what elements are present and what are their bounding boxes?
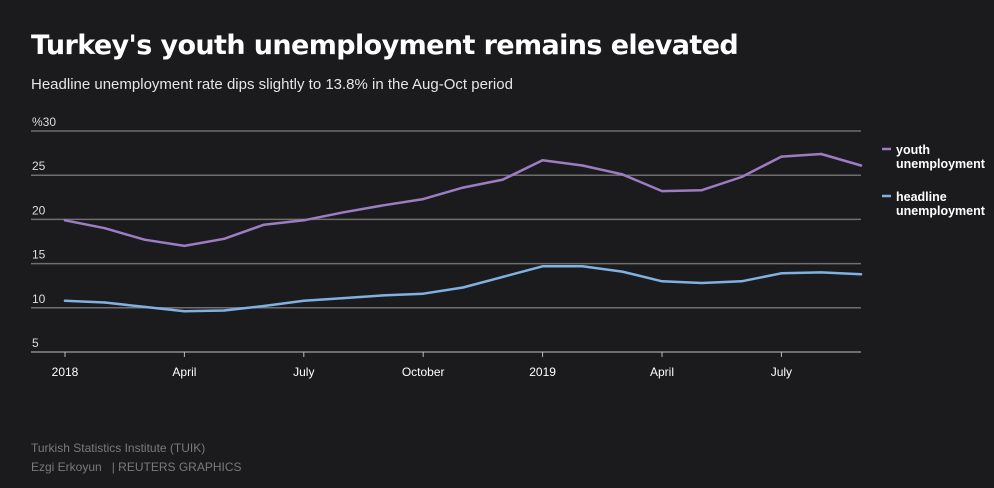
y-tick-label: 10 xyxy=(32,292,46,306)
chart-title: Turkey's youth unemployment remains elev… xyxy=(31,30,739,61)
data-point xyxy=(700,281,703,285)
data-point xyxy=(143,305,146,309)
data-point xyxy=(581,265,584,268)
data-point xyxy=(103,227,107,230)
data-point xyxy=(660,189,664,193)
data-point xyxy=(63,299,67,302)
data-point xyxy=(183,310,186,313)
data-point xyxy=(501,178,504,181)
data-point xyxy=(103,301,107,304)
agency-credit: | REUTERS GRAPHICS xyxy=(111,460,242,474)
x-tick-label: 2019 xyxy=(529,365,556,379)
y-tick-label: 15 xyxy=(32,248,46,262)
series-line-youth xyxy=(63,152,863,248)
x-tick-label: October xyxy=(402,365,445,379)
y-tick-label: 25 xyxy=(32,159,46,173)
y-tick-label: %30 xyxy=(32,115,56,129)
data-point xyxy=(621,270,624,273)
data-point xyxy=(581,164,584,167)
data-point xyxy=(820,271,823,274)
x-tick-label: April xyxy=(650,365,674,379)
data-point xyxy=(660,280,664,283)
data-point xyxy=(342,296,345,300)
x-tick-label: April xyxy=(172,365,196,379)
data-point xyxy=(740,280,743,283)
data-point xyxy=(820,152,823,156)
data-point xyxy=(700,189,703,192)
data-point xyxy=(780,155,783,158)
data-point xyxy=(63,219,67,222)
data-point xyxy=(621,173,624,176)
data-point xyxy=(461,286,465,289)
y-tick-label: 5 xyxy=(32,336,39,350)
credit-line: Ezgi Erkoyun | REUTERS GRAPHICS xyxy=(31,460,242,474)
data-point xyxy=(262,304,266,308)
data-point xyxy=(422,197,425,201)
x-tick-label: July xyxy=(771,365,792,379)
data-point xyxy=(382,294,385,297)
y-tick-label: 20 xyxy=(32,203,46,217)
legend-label: youth xyxy=(896,143,930,157)
data-point xyxy=(541,265,544,268)
data-point xyxy=(143,238,146,241)
data-point xyxy=(302,219,305,222)
data-point xyxy=(302,299,305,302)
legend-label: unemployment xyxy=(896,204,986,218)
data-point xyxy=(422,292,425,295)
data-point xyxy=(461,186,465,189)
source-note: Turkish Statistics Institute (TUIK) xyxy=(31,441,206,455)
author-credit: Ezgi Erkoyun xyxy=(31,460,102,474)
legend-label: headline xyxy=(896,190,947,204)
x-tick-label: 2018 xyxy=(52,365,79,379)
data-point xyxy=(859,164,863,167)
chart-subtitle: Headline unemployment rate dips slightly… xyxy=(31,76,513,93)
series-line-headline xyxy=(63,265,863,313)
data-point xyxy=(780,272,783,275)
data-point xyxy=(501,275,504,279)
data-point xyxy=(183,244,186,248)
data-point xyxy=(740,175,743,179)
data-point xyxy=(223,237,226,241)
data-point xyxy=(223,309,226,312)
data-point xyxy=(342,211,345,214)
data-point xyxy=(859,273,863,276)
data-point xyxy=(382,204,385,207)
data-point xyxy=(262,223,266,226)
legend-label: unemployment xyxy=(896,157,986,171)
x-tick-label: July xyxy=(293,365,314,379)
data-point xyxy=(541,158,544,162)
